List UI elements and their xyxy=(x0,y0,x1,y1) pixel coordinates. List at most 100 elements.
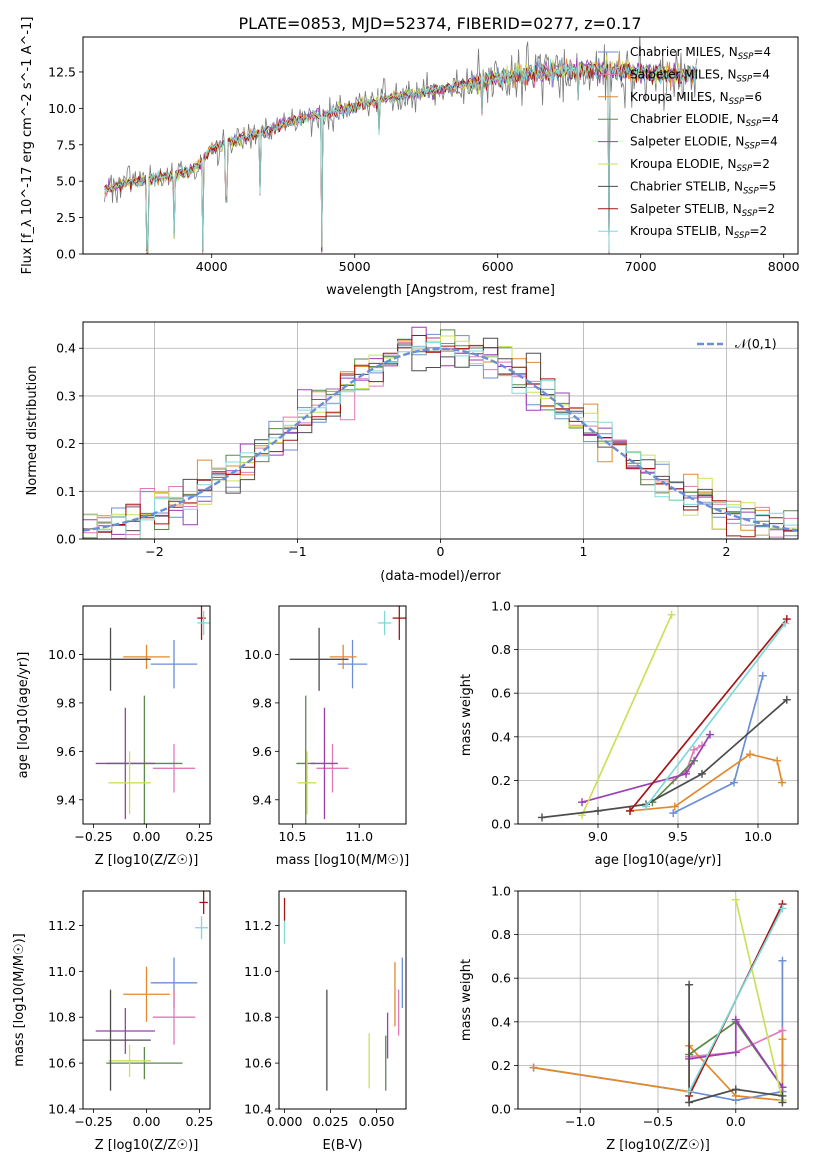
x-tick-label: 0.00 xyxy=(133,829,161,844)
figure-title: PLATE=0853, MJD=52374, FIBERID=0277, z=0… xyxy=(238,14,641,33)
error-point xyxy=(106,1047,183,1080)
y-tick-label: 10.4 xyxy=(244,1102,272,1117)
histogram-step xyxy=(83,337,798,533)
x-tick-label: −0.5 xyxy=(643,1114,673,1129)
y-tick-label: 0.0 xyxy=(491,1102,511,1117)
weight-marker xyxy=(685,1087,694,1096)
error-point xyxy=(150,639,198,689)
weight-line xyxy=(672,675,764,814)
plot-area xyxy=(289,606,406,824)
x-tick-label: −0.25 xyxy=(74,829,112,844)
x-axis-label: E(B-V) xyxy=(322,1138,362,1153)
y-tick-label: 10.4 xyxy=(48,1102,76,1117)
plot-area xyxy=(83,326,798,539)
error-point xyxy=(108,1044,151,1077)
x-axis-label: Z [log10(Z/Z☉)] xyxy=(606,1138,710,1153)
error-point xyxy=(316,744,349,793)
y-tick-label: 0.8 xyxy=(491,642,511,657)
y-axis-label: Normed distribution xyxy=(25,366,40,496)
weight-marker xyxy=(778,1098,787,1107)
plot-area xyxy=(104,37,698,254)
y-tick-label: 1.0 xyxy=(491,884,511,899)
spectrum-line xyxy=(104,58,698,252)
y-tick-label: 0.1 xyxy=(56,484,76,499)
y-axis-label: mass [log10(M/M☉)] xyxy=(12,933,27,1066)
y-tick-label: 0.4 xyxy=(491,1014,511,1029)
error-point xyxy=(123,966,170,1022)
chart-residuals: −2 −1 0 1 2 0.0 0.1 0.2 0.3 0.4 (data-model)/error… xyxy=(25,321,799,584)
weight-marker xyxy=(682,769,690,778)
weight-line xyxy=(581,614,673,816)
weight-marker xyxy=(538,813,546,822)
legend-label: Chabrier STELIB, NSSP=5 xyxy=(630,179,776,196)
x-tick-label: 0.00 xyxy=(133,1114,161,1129)
x-tick-label: −2 xyxy=(145,544,163,559)
x-tick-label: 0.050 xyxy=(359,1114,395,1129)
y-tick-label: 7.5 xyxy=(56,137,76,152)
y-tick-label: 2.5 xyxy=(56,210,76,225)
weight-marker xyxy=(781,619,790,628)
y-tick-label: 1.0 xyxy=(491,599,511,614)
weight-marker xyxy=(773,756,782,765)
weight-marker xyxy=(669,809,678,818)
error-point xyxy=(289,627,349,691)
y-tick-label: 0.2 xyxy=(491,773,511,788)
x-tick-label: 9.0 xyxy=(588,829,608,844)
weight-marker xyxy=(730,778,738,787)
weight-marker xyxy=(685,980,694,989)
error-point xyxy=(152,989,196,1045)
y-tick-label: 0.8 xyxy=(491,927,511,942)
weight-marker xyxy=(778,1026,787,1035)
weight-marker xyxy=(778,956,787,965)
weight-line xyxy=(688,908,784,1092)
x-tick-label: 0.000 xyxy=(267,1114,303,1129)
legend-label: 𝒩(0,1) xyxy=(735,336,777,351)
y-tick-label: 11.0 xyxy=(48,964,76,979)
y-axis-label: mass weight xyxy=(459,674,474,756)
error-point xyxy=(392,606,406,640)
error-point xyxy=(337,639,368,689)
weight-marker xyxy=(746,750,754,759)
chart-age_vs_mass: 10.5 11.0 9.4 9.6 9.8 10.0 mass [log10(M/M☉)] xyxy=(244,605,409,868)
weight-marker xyxy=(667,610,676,619)
error-point xyxy=(83,627,151,691)
x-tick-label: 10.5 xyxy=(278,829,306,844)
axes-frame xyxy=(82,36,799,255)
x-axis-label: wavelength [Angstrom, rest frame] xyxy=(326,283,555,298)
x-tick-label: −1.0 xyxy=(565,1114,595,1129)
x-tick-label: 11.0 xyxy=(345,829,373,844)
y-tick-label: 9.6 xyxy=(56,744,76,759)
error-point xyxy=(377,610,392,636)
y-tick-label: 9.8 xyxy=(56,695,76,710)
plot-area xyxy=(529,895,787,1107)
y-axis-label: Flux [f_λ 10^-17 erg cm^-2 s^-1 A^-1] xyxy=(20,17,35,275)
weight-marker xyxy=(690,745,698,754)
x-axis-label: mass [log10(M/M☉)] xyxy=(276,853,409,868)
weight-line xyxy=(651,760,695,803)
y-tick-label: 9.4 xyxy=(56,792,76,807)
y-tick-label: 0.4 xyxy=(491,729,511,744)
y-tick-label: 0.2 xyxy=(56,436,76,451)
x-tick-label: 4000 xyxy=(196,259,228,274)
chart-weight_vs_Z: −1.0 −0.5 0.0 0.0 0.2 0.4 0.6 0.8 1.0 Z [log10(Z/… xyxy=(459,884,799,1153)
chart-weight_vs_age: 9.0 9.5 10.0 0.0 0.2 0.4 0.6 0.8 1.0 age [log10(a… xyxy=(459,599,799,868)
error-point xyxy=(195,916,208,940)
y-tick-label: 0.2 xyxy=(491,1058,511,1073)
chart-spectrum: 4000 5000 6000 7000 8000 0.0 2.5 5.0 7.5 10.0 12.5… xyxy=(20,17,800,298)
x-tick-label: 10.0 xyxy=(744,829,772,844)
y-tick-label: 11.0 xyxy=(244,964,272,979)
x-tick-label: 9.5 xyxy=(668,829,688,844)
normal-curve xyxy=(83,347,798,532)
legend-label: Salpeter MILES, NSSP=4 xyxy=(630,67,770,84)
weight-line xyxy=(688,1016,784,1088)
weight-marker xyxy=(731,1048,740,1057)
chart-age_vs_Z: −0.25 0.00 0.25 9.4 9.6 9.8 10.0 Z [log10(Z/Z☉)… xyxy=(16,605,213,868)
y-tick-label: 0.6 xyxy=(491,686,511,701)
legend-label: Chabrier MILES, NSSP=4 xyxy=(630,45,771,62)
legend-label: Chabrier ELODIE, NSSP=4 xyxy=(630,112,779,129)
x-axis-label: (data-model)/error xyxy=(380,569,501,584)
y-tick-label: 10.6 xyxy=(48,1056,76,1071)
weight-line xyxy=(734,899,784,1101)
plot-area xyxy=(538,610,791,822)
x-tick-label: 6000 xyxy=(482,259,514,274)
